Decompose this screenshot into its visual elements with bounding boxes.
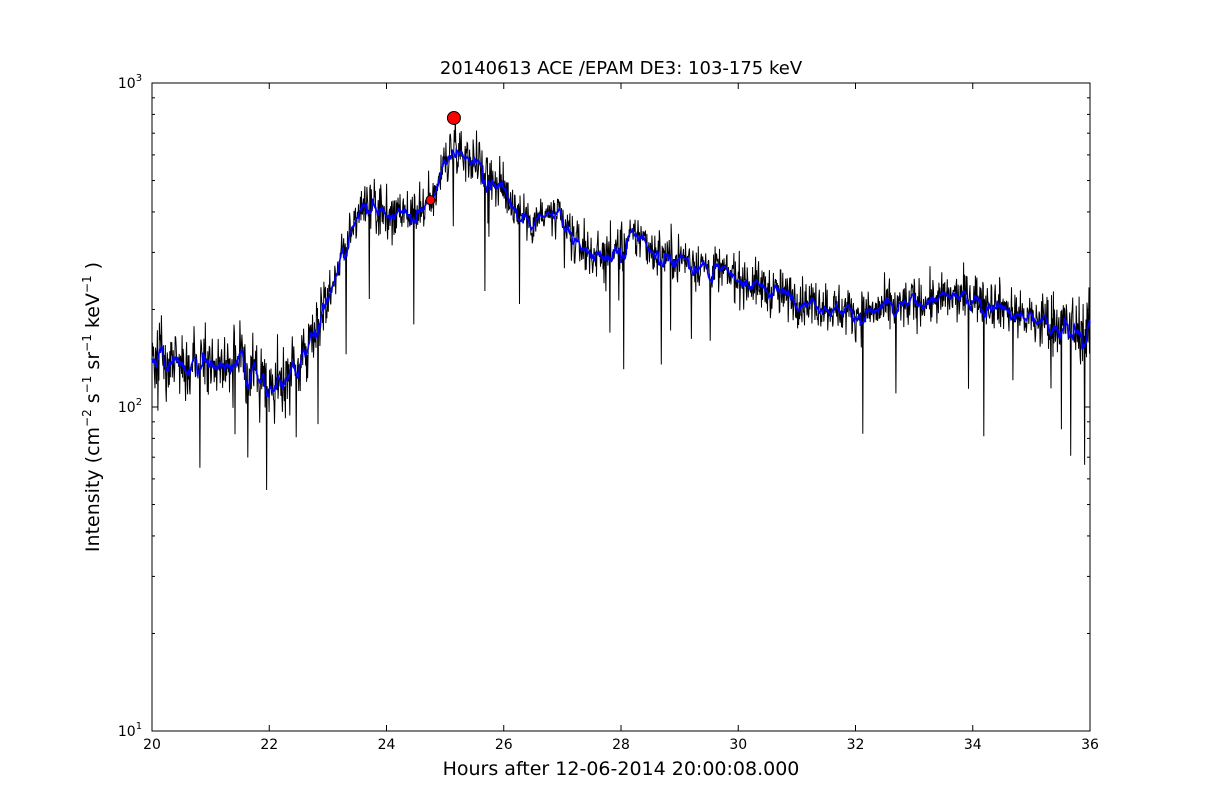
plot-area [151,82,1091,732]
x-axis-label: Hours after 12-06-2014 20:00:08.000 [443,758,800,780]
marker-2 [446,110,461,125]
y-label-sup-cm: −2 [80,409,94,427]
y-label-suffix: ) [82,262,104,275]
x-tick-label: 32 [847,737,865,753]
y-axis-label: Intensity (cm−2 s−1 sr−1 keV−1 ) [80,262,104,552]
y-tick-label: 102 [118,397,142,416]
onset-markers [425,110,461,206]
y-label-s: s [82,393,104,409]
x-tick-label: 22 [260,737,278,753]
y-label-prefix: Intensity (cm [82,427,104,552]
y-label-sup-s: −1 [80,376,94,394]
x-tick-label: 20 [143,737,161,753]
chart-title: 20140613 ACE /EPAM DE3: 103-175 keV [440,58,803,79]
y-tick-label: 103 [118,73,142,92]
x-tick-label: 24 [378,737,396,753]
marker-1 [425,195,436,206]
plot-frame [151,82,1091,732]
y-label-sup-kev: −1 [80,275,94,293]
x-tick-label: 36 [1081,737,1099,753]
raw-intensity-series [151,119,1091,491]
y-tick-label: 101 [118,721,142,740]
smoothed-intensity-series [151,147,1091,398]
x-tick-label: 34 [964,737,982,753]
y-tick-labels: 101 102 103 [118,73,142,740]
y-label-sup-sr: −1 [80,334,94,352]
y-label-kev: keV [82,293,104,334]
y-label-sr: sr [82,352,104,376]
x-tick-labels: 20 22 24 26 28 30 32 34 36 [143,737,1099,753]
x-tick-label: 30 [729,737,747,753]
axis-ticks [151,82,1091,732]
x-tick-label: 26 [495,737,513,753]
x-tick-label: 28 [612,737,630,753]
